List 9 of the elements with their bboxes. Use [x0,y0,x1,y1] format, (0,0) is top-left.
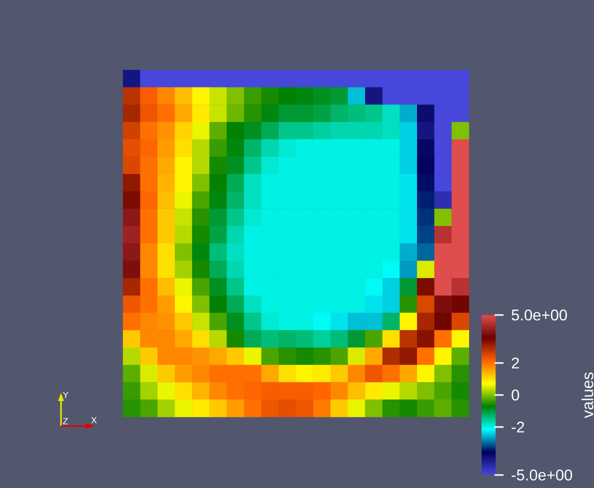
color-bar-label: 2 [512,358,519,368]
color-bar-label: -5.0e+00 [512,470,572,480]
color-bar-label: -2 [512,422,524,432]
color-bar-label: 0 [512,390,520,400]
color-bar-label: 5.0e+00 [512,310,567,320]
text: Y [62,392,69,398]
color-bar-title: values [582,372,594,418]
text: Z [62,418,68,424]
text: X [91,417,97,424]
